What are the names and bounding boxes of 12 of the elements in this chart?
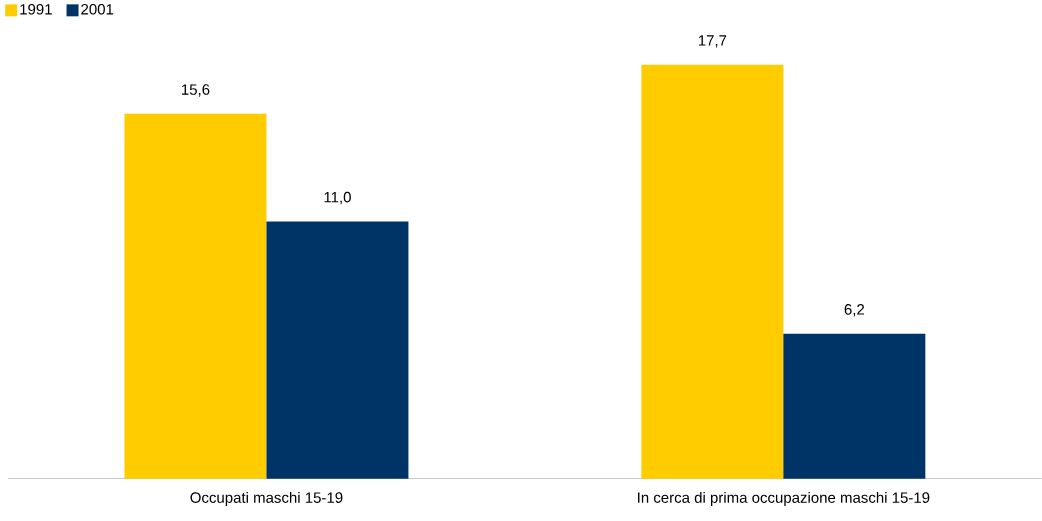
- x-tick-label: In cerca di prima occupazione maschi 15-19: [638, 492, 930, 507]
- data-label: 11,0: [324, 191, 351, 205]
- data-label: 6,2: [844, 304, 865, 317]
- legend-label: 1991: [20, 4, 52, 15]
- bar: [641, 64, 784, 479]
- legend-label: 2001: [81, 4, 114, 15]
- bar: [266, 221, 409, 479]
- bar: [783, 333, 926, 479]
- bar: [124, 113, 267, 479]
- data-label: 17,7: [698, 35, 727, 48]
- x-tick-label: Occupati maschi 15-19: [190, 492, 343, 507]
- data-label: 15,6: [182, 84, 210, 97]
